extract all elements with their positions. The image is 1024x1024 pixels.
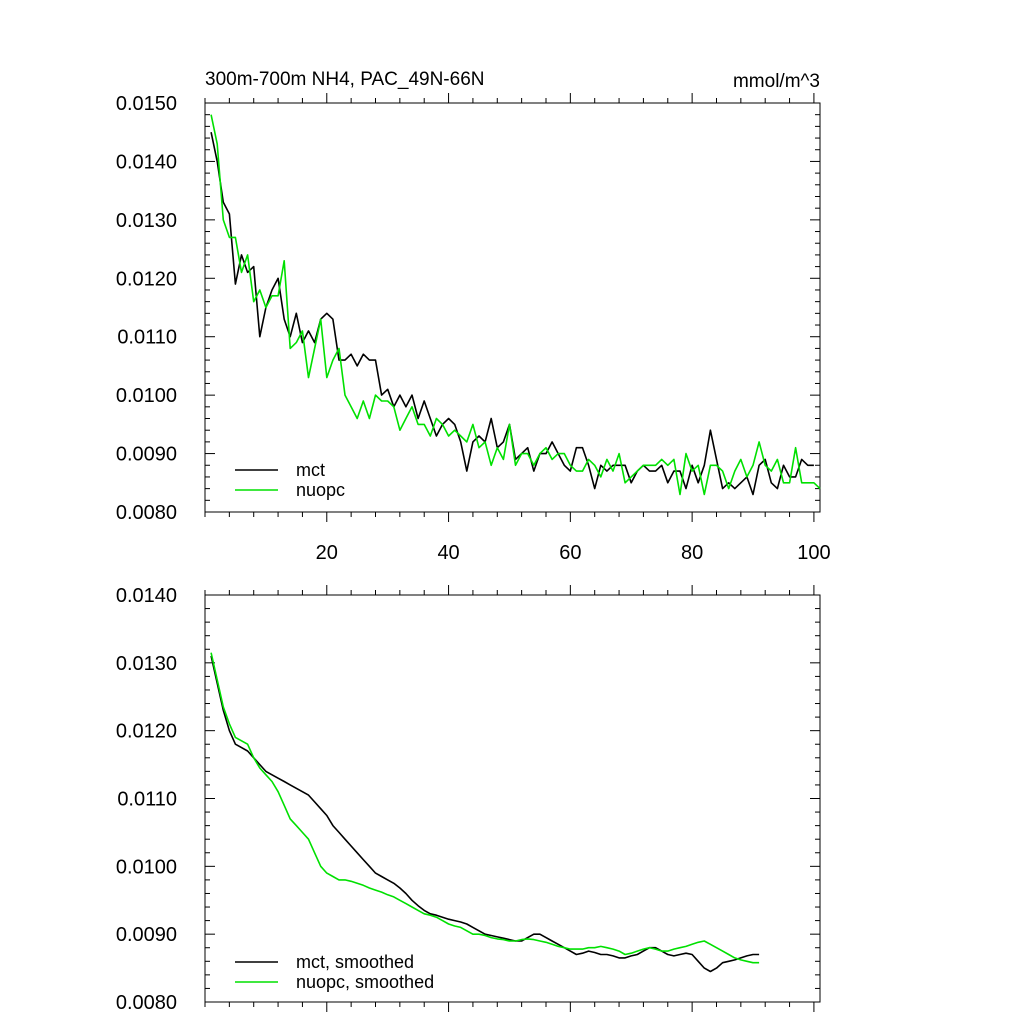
legend-label: mct, smoothed bbox=[296, 952, 414, 972]
plot-frame bbox=[204, 102, 821, 513]
x-tick-label: 80 bbox=[681, 542, 703, 564]
series-line-mct-smoothed bbox=[210, 655, 760, 973]
y-tick-label: 0.0110 bbox=[117, 327, 177, 349]
top-panel: 300m-700m NH4, PAC_49N-66N mmol/m^3 0.01… bbox=[116, 69, 831, 564]
series-line-nuopc bbox=[210, 114, 821, 496]
x-tick-label: 60 bbox=[559, 542, 581, 564]
y-tick-label: 0.0140 bbox=[116, 585, 177, 607]
y-tick-label: 0.0100 bbox=[116, 856, 177, 878]
y-tick-label: 0.0080 bbox=[116, 502, 177, 524]
y-tick-label: 0.0130 bbox=[116, 210, 177, 232]
y-tick-label: 0.0080 bbox=[116, 992, 177, 1014]
y-tick-label: 0.0110 bbox=[117, 789, 177, 811]
x-tick-label: 100 bbox=[797, 542, 830, 564]
chart-title: 300m-700m NH4, PAC_49N-66N bbox=[205, 69, 485, 90]
y-tick-label: 0.0100 bbox=[116, 385, 177, 407]
y-tick-label: 0.0120 bbox=[116, 721, 177, 743]
y-tick-label: 0.0150 bbox=[116, 93, 177, 115]
x-tick-label: 20 bbox=[316, 542, 338, 564]
y-tick-label: 0.0140 bbox=[116, 151, 177, 173]
y-tick-label: 0.0130 bbox=[116, 653, 177, 675]
x-tick-label: 40 bbox=[437, 542, 459, 564]
y-tick-label: 0.0090 bbox=[116, 924, 177, 946]
legend-label: mct bbox=[296, 460, 325, 480]
legend-label: nuopc, smoothed bbox=[296, 972, 434, 992]
y-tick-label: 0.0090 bbox=[116, 444, 177, 466]
series-line-nuopc-smoothed bbox=[210, 652, 760, 964]
units-label: mmol/m^3 bbox=[733, 71, 820, 92]
bottom-panel: 0.0140 0.0130 0.0120 0.0110 0.0100 0.0090 0.00… bbox=[116, 585, 821, 1014]
legend-label: nuopc bbox=[296, 480, 345, 500]
y-tick-label: 0.0120 bbox=[116, 268, 177, 290]
